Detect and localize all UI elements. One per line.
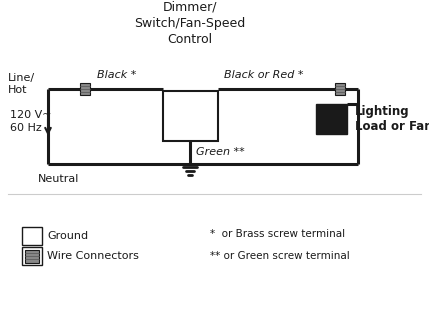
Text: Black or Red *: Black or Red * [224, 70, 303, 80]
Bar [25, 249, 39, 263]
Bar [80, 83, 90, 95]
Bar [22, 227, 42, 245]
Text: Line/
Hot: Line/ Hot [8, 73, 35, 95]
Text: Green **: Green ** [196, 147, 245, 157]
Bar [335, 83, 345, 95]
Bar [22, 247, 42, 265]
Text: Ground: Ground [47, 231, 88, 241]
Bar [316, 104, 347, 134]
Bar [163, 91, 218, 141]
Text: Neutral: Neutral [38, 174, 79, 184]
Text: Dimmer/
Switch/Fan-Speed
Control: Dimmer/ Switch/Fan-Speed Control [134, 0, 246, 46]
Text: Lighting
Load or Fan: Lighting Load or Fan [355, 105, 429, 133]
Text: Black *: Black * [97, 70, 136, 80]
Text: ** or Green screw terminal: ** or Green screw terminal [210, 251, 350, 261]
Text: *  or Brass screw terminal: * or Brass screw terminal [210, 229, 345, 239]
Text: 120 V~
60 Hz: 120 V~ 60 Hz [10, 110, 51, 133]
Text: Wire Connectors: Wire Connectors [47, 251, 139, 261]
